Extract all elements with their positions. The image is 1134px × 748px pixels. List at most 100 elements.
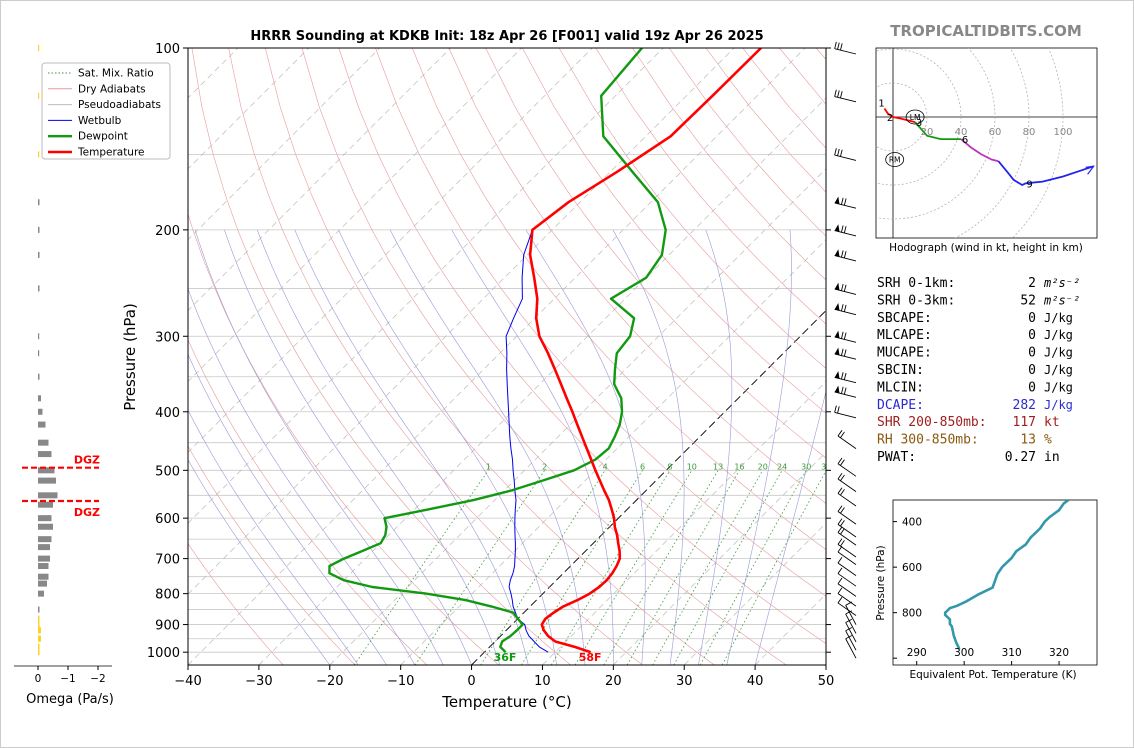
index-label: MLCAPE:: [877, 328, 932, 343]
x-tick-label: −40: [174, 674, 201, 689]
index-unit: m²s⁻²: [1043, 293, 1080, 307]
hodograph-height-label: 2: [887, 113, 893, 124]
hodograph-arrow: [1085, 165, 1095, 175]
isotherm: [329, 168, 826, 665]
index-label: PWAT:: [877, 450, 916, 465]
y-tick-label: 800: [155, 588, 180, 603]
hodograph-ring: [1011, 48, 1064, 238]
wind-barb-feather: [834, 41, 837, 49]
omega-bar: [38, 285, 40, 292]
wind-barb-feather: [840, 459, 845, 466]
index-row: MUCAPE: 0 J/kg: [877, 346, 1073, 361]
index-row: SHR 200-850mb: 117 kt: [877, 415, 1060, 430]
index-value: 0: [1028, 346, 1036, 361]
skewt-xlabel: Temperature (°C): [441, 693, 571, 711]
wind-barb-staff: [837, 562, 857, 576]
wind-barb-feather: [840, 528, 845, 535]
wind-barb-feather: [837, 518, 843, 525]
wind-barb-feather: [843, 284, 847, 292]
wind-barb-feather: [843, 372, 847, 380]
moist-adiabat: [698, 229, 733, 665]
wind-barb-feather: [837, 567, 843, 574]
index-row: RH 300-850mb: 13%: [877, 433, 1052, 448]
wind-barb-feather: [840, 431, 845, 439]
omega-bar: [38, 408, 43, 415]
hodograph-segment: [883, 108, 916, 123]
skewt-xticks: −40 −30 −20 −10 0 10 20 30 40 50: [174, 665, 834, 689]
moist-adiabat: [188, 353, 387, 665]
dry-adiabat: [522, 48, 826, 414]
hodograph-ring-label: 60: [989, 127, 1002, 138]
index-label: SHR 200-850mb:: [877, 415, 987, 430]
wind-barb-staff: [837, 511, 857, 525]
index-row: DCAPE: 282 J/kg: [877, 398, 1073, 413]
wind-barb-feather: [841, 386, 844, 394]
index-value: 0: [1028, 328, 1036, 343]
index-row: MLCAPE: 0 J/kg: [877, 328, 1073, 343]
hodograph-caption: Hodograph (wind in kt, height in km): [889, 242, 1083, 254]
mixing-ratio-line: [721, 470, 826, 665]
wind-barb-pennant: [834, 385, 840, 394]
theta-e-line: [943, 500, 1070, 650]
legend-label: Pseudoadiabats: [78, 99, 161, 111]
dry-adiabat: [228, 48, 643, 665]
dry-adiabat: [485, 48, 826, 459]
wind-barb-feather: [837, 587, 843, 594]
wind-barb-feather: [840, 520, 845, 527]
x-tick-label: 40: [747, 674, 764, 689]
wind-barb-feather: [834, 89, 837, 97]
skewt-gridlines: [188, 48, 826, 665]
omega-bar: [38, 92, 40, 99]
hodograph-segment: [997, 160, 1027, 187]
index-unit: kt: [1044, 415, 1060, 430]
index-label: MLCIN:: [877, 380, 924, 395]
wind-barb-feather: [837, 42, 840, 50]
wind-barb-feather: [840, 149, 843, 157]
hodograph-segment: [914, 121, 961, 140]
mixing-ratio-label: 30: [801, 462, 811, 471]
wind-barb-feather: [837, 90, 840, 98]
wind-barb-staff: [837, 573, 857, 587]
index-value: 0.27: [1005, 450, 1036, 465]
omega-bar: [38, 590, 44, 597]
omega-bar: [38, 536, 52, 543]
wind-barb-feather: [843, 349, 847, 357]
wind-barb-staff: [834, 336, 857, 343]
hodograph-trace: [883, 108, 1095, 187]
omega-bar: [38, 45, 40, 51]
moist-adiabat: [754, 389, 826, 665]
omega-bar: [38, 523, 53, 530]
legend-label: Sat. Mix. Ratio: [78, 68, 154, 80]
x-tick-label: −20: [316, 674, 343, 689]
index-unit: J/kg: [1044, 380, 1073, 394]
omega-xlabel: Omega (Pa/s): [26, 692, 114, 707]
hodograph-segment: [960, 138, 999, 163]
wind-barb-staff: [837, 478, 857, 492]
y-tick-label: 400: [155, 406, 180, 421]
index-row: SBCAPE: 0 J/kg: [877, 311, 1073, 326]
hodograph-ring: [876, 48, 962, 186]
hodograph-ring-label: 80: [1023, 127, 1036, 138]
isotherm: [613, 451, 826, 665]
dgz-label-bottom: DGZ: [74, 506, 100, 519]
wind-barb-pennant: [834, 330, 840, 339]
moist-adiabat: [294, 229, 529, 665]
wind-barb-pennant: [834, 347, 840, 356]
legend-label: Dry Adiabats: [78, 83, 146, 95]
wind-barb-feather: [841, 225, 844, 233]
legend-label: Wetbulb: [78, 115, 122, 127]
dry-adiabat: [375, 48, 826, 597]
legend-label: Dewpoint: [78, 131, 128, 143]
isotherm: [258, 97, 826, 665]
wind-barb-pennant: [834, 282, 840, 291]
wind-barb-feather: [834, 405, 837, 413]
omega-bar: [38, 573, 49, 580]
y-tick-label: 100: [155, 42, 180, 57]
index-label: SRH 0-1km:: [877, 276, 955, 291]
mixing-ratio-label: 1: [486, 462, 491, 471]
isotherm: [188, 48, 735, 595]
theta-e-ticks: 290 300 310 320 400 600 800: [893, 517, 1069, 665]
wind-barb-feather: [843, 304, 847, 312]
